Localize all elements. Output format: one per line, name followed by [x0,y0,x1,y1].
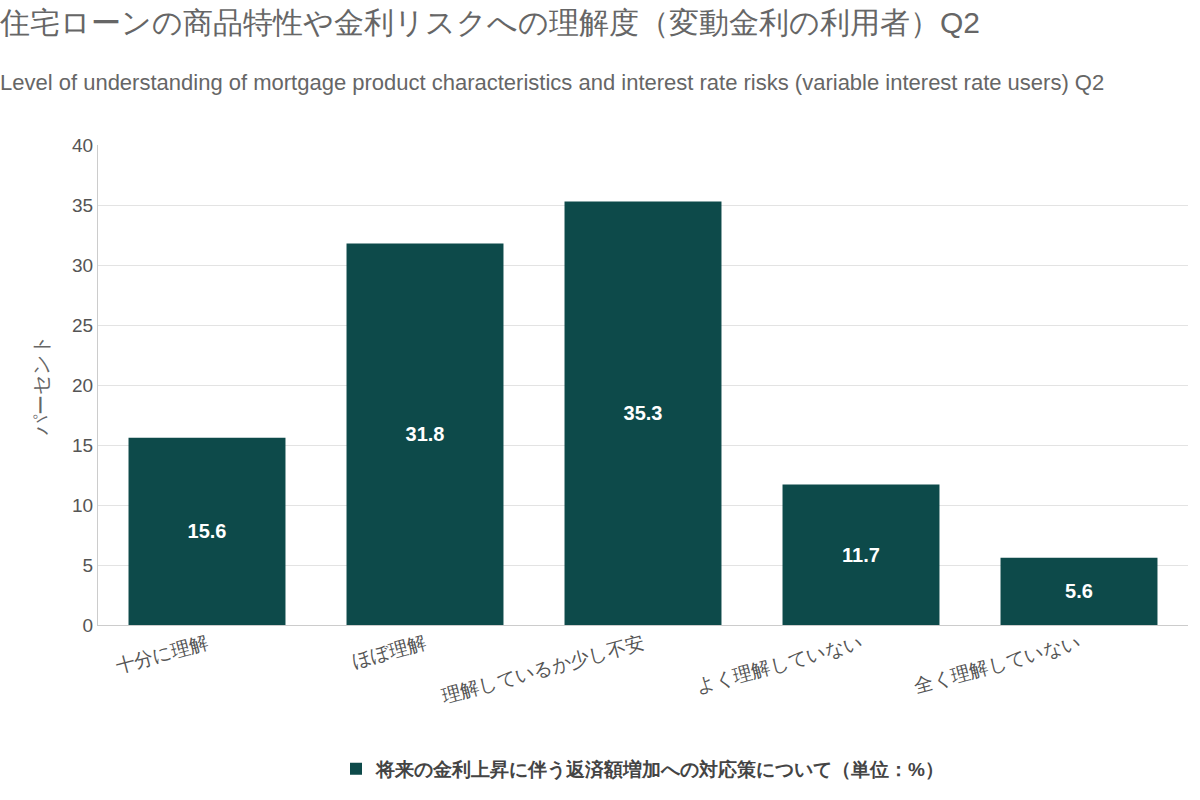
svg-text:15: 15 [72,435,93,456]
svg-text:ほぼ理解: ほぼ理解 [350,632,429,672]
svg-text:住宅ローンの商品特性や金利リスクへの理解度（変動金利の利用者: 住宅ローンの商品特性や金利リスクへの理解度（変動金利の利用者）Q2 [0,6,980,39]
svg-text:35.3: 35.3 [624,402,663,424]
svg-text:理解しているか少し不安: 理解しているか少し不安 [439,632,646,706]
svg-text:パーセント: パーセント [30,335,52,436]
svg-text:30: 30 [72,255,93,276]
svg-text:5: 5 [83,555,94,576]
svg-text:5.6: 5.6 [1065,580,1093,602]
svg-text:35: 35 [72,195,93,216]
svg-text:将来の金利上昇に伴う返済額増加への対応策について（単位：%）: 将来の金利上昇に伴う返済額増加への対応策について（単位：%） [375,759,944,781]
svg-text:40: 40 [72,135,93,156]
svg-text:25: 25 [72,315,93,336]
svg-text:20: 20 [72,375,93,396]
svg-text:十分に理解: 十分に理解 [113,632,210,677]
svg-text:0: 0 [83,615,94,636]
svg-text:Level of understanding of mort: Level of understanding of mortgage produ… [0,70,1104,95]
svg-text:全く理解していない: 全く理解していない [912,632,1083,697]
svg-text:31.8: 31.8 [406,423,445,445]
svg-text:15.6: 15.6 [188,520,227,542]
svg-text:よく理解していない: よく理解していない [694,632,865,697]
svg-text:10: 10 [72,495,93,516]
svg-text:11.7: 11.7 [842,544,880,566]
